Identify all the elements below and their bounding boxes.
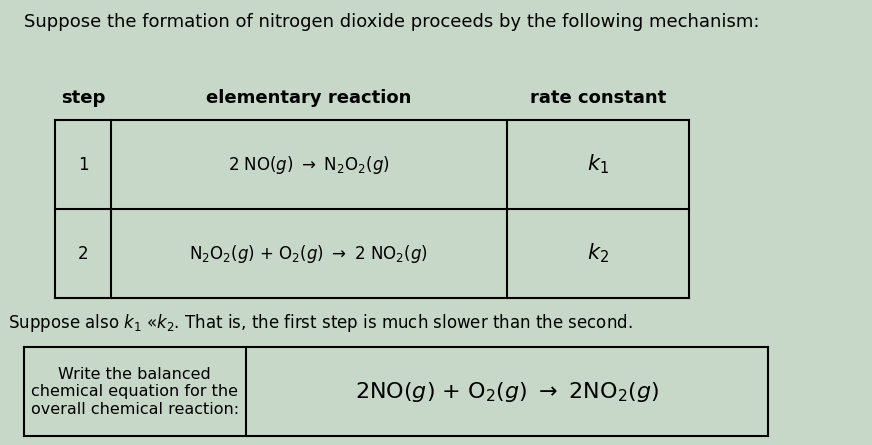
Text: Write the balanced
chemical equation for the
overall chemical reaction:: Write the balanced chemical equation for… bbox=[31, 367, 239, 417]
Text: 2: 2 bbox=[78, 245, 88, 263]
Text: Suppose the formation of nitrogen dioxide proceeds by the following mechanism:: Suppose the formation of nitrogen dioxid… bbox=[24, 13, 760, 31]
Text: 2 NO$(g)$ $\rightarrow$ N$_2$O$_2$$(g)$: 2 NO$(g)$ $\rightarrow$ N$_2$O$_2$$(g)$ bbox=[228, 154, 390, 176]
Text: $k_2$: $k_2$ bbox=[587, 242, 609, 266]
Text: 2NO$(g)$ + O$_2$$(g)$ $\rightarrow$ 2NO$_2$$(g)$: 2NO$(g)$ + O$_2$$(g)$ $\rightarrow$ 2NO$… bbox=[355, 380, 659, 404]
Text: $k_1$: $k_1$ bbox=[587, 153, 609, 177]
Text: Suppose also $k_1$ «$k_2$. That is, the first step is much slower than the secon: Suppose also $k_1$ «$k_2$. That is, the … bbox=[8, 312, 633, 333]
Text: 1: 1 bbox=[78, 156, 88, 174]
Text: step: step bbox=[61, 89, 106, 107]
Text: elementary reaction: elementary reaction bbox=[206, 89, 412, 107]
Text: rate constant: rate constant bbox=[530, 89, 666, 107]
Text: N$_2$O$_2$$(g)$ + O$_2$$(g)$ $\rightarrow$ 2 NO$_2$$(g)$: N$_2$O$_2$$(g)$ + O$_2$$(g)$ $\rightarro… bbox=[189, 243, 428, 265]
